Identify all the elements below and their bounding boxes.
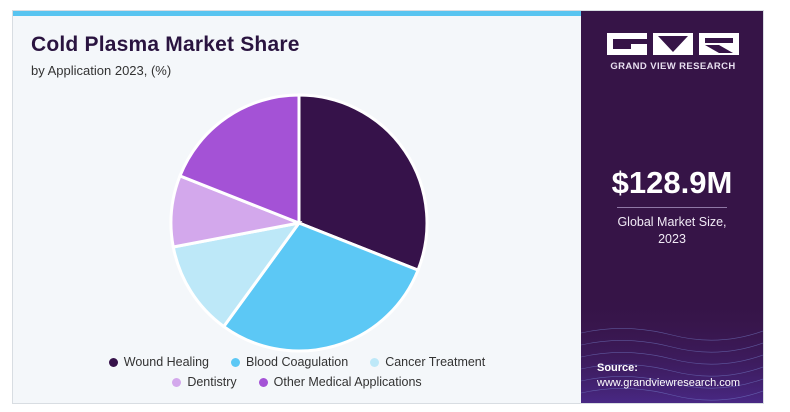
legend-item-wound-healing: Wound Healing (108, 355, 210, 369)
legend-dot-wound-healing (108, 357, 118, 367)
gvr-logo: GRAND VIEW RESEARCH (603, 33, 743, 72)
source-url: www.grandviewresearch.com (597, 377, 741, 389)
chart-subtitle: by Application 2023, (%) (31, 63, 172, 78)
pie-slice-blood-coagulation (221, 221, 420, 353)
accent-bar (13, 11, 581, 16)
legend-label-other-medical: Other Medical Applications (273, 375, 422, 389)
market-size-label: Global Market Size, 2023 (581, 214, 763, 248)
value-divider (617, 207, 727, 208)
legend-label-blood-coagulation: Blood Coagulation (246, 355, 349, 369)
market-label-line1: Global Market Size, (617, 215, 727, 229)
pie-slice-other-medical-applications (178, 93, 301, 226)
logo-g-mark-icon (607, 33, 647, 55)
chart-panel: Cold Plasma Market Share by Application … (13, 11, 581, 403)
legend-label-dentistry: Dentistry (187, 375, 237, 389)
legend-dot-cancer-treatment (370, 357, 380, 367)
pie-slice-wound-healing (297, 93, 429, 273)
info-panel: GRAND VIEW RESEARCH $128.9M Global Marke… (581, 11, 763, 403)
brand-name: GRAND VIEW RESEARCH (610, 61, 736, 72)
legend-item-other-medical: Other Medical Applications (258, 375, 422, 389)
legend-label-wound-healing: Wound Healing (123, 355, 210, 369)
source-label: Source: (597, 362, 638, 374)
legend-label-cancer-treatment: Cancer Treatment (385, 355, 486, 369)
legend-item-cancer-treatment: Cancer Treatment (370, 355, 485, 369)
legend-dot-other-medical (258, 377, 268, 387)
pie-chart (169, 93, 429, 353)
market-size-value: $128.9M (611, 165, 733, 200)
gvr-logo-icon (603, 33, 743, 55)
legend-dot-blood-coagulation (231, 357, 241, 367)
logo-v-mark-icon (653, 33, 693, 55)
legend-row-2: Dentistry Other Medical Applications (13, 375, 581, 389)
legend-item-dentistry: Dentistry (172, 375, 237, 389)
legend-item-blood-coagulation: Blood Coagulation (231, 355, 348, 369)
pie-slice-cancer-treatment (171, 220, 303, 329)
legend-dot-dentistry (172, 377, 182, 387)
chart-legend: Wound Healing Blood Coagulation Cancer T… (13, 355, 581, 395)
wave-graphic (581, 293, 763, 403)
source-block: Source: www.grandviewresearch.com (597, 361, 740, 391)
chart-card: Cold Plasma Market Share by Application … (12, 10, 764, 404)
chart-title: Cold Plasma Market Share (31, 33, 300, 56)
market-label-line2: 2023 (658, 232, 686, 246)
logo-r-mark-icon (699, 33, 739, 55)
legend-row-1: Wound Healing Blood Coagulation Cancer T… (13, 355, 581, 369)
